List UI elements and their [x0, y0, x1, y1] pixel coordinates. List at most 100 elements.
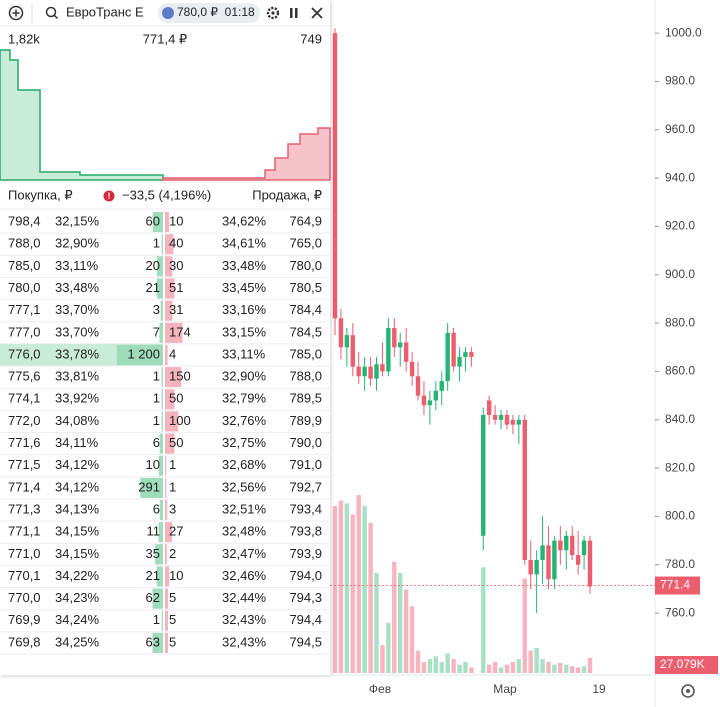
candle-body: [581, 540, 587, 556]
ask-price: 794,5: [289, 634, 322, 649]
bid-bar: [161, 610, 163, 631]
candle-body: [481, 414, 486, 536]
bid-bar: [159, 433, 163, 454]
volume-bar: [386, 622, 391, 673]
bid-qty: 21: [146, 280, 160, 295]
x-label: Мар: [493, 682, 517, 696]
y-tick-label: 940.0: [665, 170, 695, 184]
bid-percent: 34,15%: [55, 524, 100, 539]
settings-button[interactable]: [681, 684, 695, 698]
candle-body: [570, 535, 575, 556]
candle-body: [403, 342, 409, 362]
y-tick-label: 800.0: [665, 509, 695, 523]
last-price-tag: [655, 576, 700, 595]
ask-bar: [165, 389, 175, 410]
volume-bar: [546, 661, 551, 673]
depth-right: 749: [300, 31, 322, 46]
bid-price: 772,0: [8, 413, 41, 428]
pause-button[interactable]: [290, 8, 298, 18]
candle-body: [463, 352, 468, 357]
ask-percent: 32,56%: [222, 479, 267, 494]
y-tick-label: 880.0: [665, 315, 695, 329]
ask-percent: 32,51%: [222, 501, 267, 516]
ask-percent: 32,48%: [222, 524, 267, 539]
bid-price: 798,4: [8, 214, 41, 229]
bid-bar: [152, 588, 163, 609]
ask-price: 793,8: [289, 524, 322, 539]
y-tick-label: 920.0: [665, 219, 695, 233]
candle-body: [332, 33, 338, 319]
bid-price: 785,0: [8, 258, 41, 273]
volume-bar: [510, 661, 516, 673]
add-button[interactable]: [8, 5, 24, 21]
bid-qty: 7: [153, 324, 160, 339]
volume-bar: [451, 659, 456, 673]
ask-percent: 32,76%: [222, 413, 267, 428]
ask-percent: 32,46%: [222, 568, 267, 583]
ask-price: 785,0: [289, 346, 322, 361]
volume-bar: [338, 500, 344, 673]
ask-bar: [165, 433, 175, 454]
ask-qty: 10: [169, 214, 183, 229]
volume-bar: [463, 661, 468, 673]
volume-bar: [362, 506, 367, 673]
bid-percent: 34,13%: [55, 501, 100, 516]
ask-percent: 32,90%: [222, 369, 267, 384]
candle-body: [368, 366, 373, 379]
candle-body: [356, 366, 361, 377]
volume-bar: [392, 561, 397, 673]
bid-bar: [159, 499, 163, 521]
bid-qty: 35: [146, 546, 160, 561]
settings-button[interactable]: [266, 6, 280, 20]
bid-price: 771,6: [8, 435, 41, 450]
bid-qty: 1: [153, 391, 160, 406]
ask-qty: 1: [169, 457, 176, 472]
ask-price: 792,7: [289, 479, 322, 494]
bid-percent: 34,15%: [55, 546, 100, 561]
candle-body: [558, 540, 563, 551]
order-book-panel: ЕвроТранс Е 780,0 ₽ 01:18 1,82k 771,4 ₽ …: [0, 0, 331, 675]
bid-bar: [158, 522, 163, 543]
ask-qty: 5: [169, 612, 176, 627]
bid-price: 771,4: [8, 479, 41, 494]
bid-title: Покупка, ₽: [8, 187, 73, 202]
ticker[interactable]: ЕвроТранс Е: [66, 4, 144, 19]
ask-bar: [165, 300, 173, 321]
ask-bar: [165, 544, 167, 565]
bid-percent: 34,12%: [55, 479, 100, 494]
search-icon[interactable]: [45, 6, 59, 20]
bid-bar: [159, 322, 163, 343]
bid-price: 769,9: [8, 612, 41, 627]
bid-qty: 6: [153, 435, 160, 450]
ask-price: 764,9: [289, 214, 322, 229]
bid-price: 770,1: [8, 568, 41, 583]
volume-bar: [481, 567, 486, 673]
ask-qty: 40: [169, 236, 183, 251]
bid-percent: 33,92%: [55, 391, 100, 406]
ask-bar: [165, 278, 175, 299]
ask-bar: [165, 212, 170, 233]
candle-body: [362, 366, 367, 377]
volume-bar: [356, 495, 361, 673]
bid-price: 777,1: [8, 302, 41, 317]
candle-body: [392, 327, 397, 348]
candle-body: [433, 390, 439, 401]
depth-left: 1,82k: [8, 31, 40, 46]
ask-price: 793,9: [289, 546, 322, 561]
badge-icon: [162, 7, 174, 19]
volume-bar: [587, 657, 593, 673]
close-button[interactable]: [311, 7, 323, 19]
ask-percent: 32,47%: [222, 546, 267, 561]
ask-price: 780,5: [289, 280, 322, 295]
volume-bar: [439, 661, 444, 673]
candle-body: [439, 381, 444, 391]
bid-bar: [156, 278, 163, 299]
x-label: 19: [592, 682, 606, 696]
bid-percent: 34,25%: [55, 634, 100, 649]
ask-bar: [165, 411, 179, 432]
badge: [158, 3, 260, 23]
bid-bar: [161, 367, 163, 388]
y-tick-label: 980.0: [665, 74, 695, 88]
ask-price: 784,5: [289, 324, 322, 339]
ask-qty: 150: [169, 369, 191, 384]
